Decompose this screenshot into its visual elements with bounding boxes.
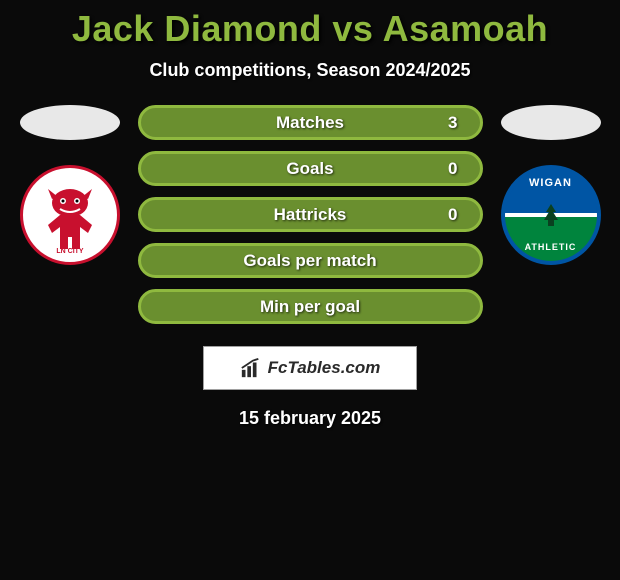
date-line: 15 february 2025 <box>0 408 620 429</box>
stat-right-value: 3 <box>448 113 457 133</box>
subtitle: Club competitions, Season 2024/2025 <box>0 60 620 81</box>
stat-right-value: 0 <box>448 159 457 179</box>
stat-label: Goals <box>286 159 333 179</box>
right-player-avatar <box>501 105 601 140</box>
stat-bar-hattricks: Hattricks 0 <box>138 197 483 232</box>
tree-icon <box>536 200 566 230</box>
page-title: Jack Diamond vs Asamoah <box>0 8 620 50</box>
main-row: LN CITY Matches 3 Goals 0 Hattricks 0 Go… <box>0 105 620 324</box>
stat-bar-min-per-goal: Min per goal <box>138 289 483 324</box>
club-top-text: WIGAN <box>505 177 597 189</box>
comparison-card: Jack Diamond vs Asamoah Club competition… <box>0 0 620 429</box>
left-player-avatar <box>20 105 120 140</box>
imp-icon: LN CITY <box>30 175 110 255</box>
stat-bar-goals: Goals 0 <box>138 151 483 186</box>
fctables-logo[interactable]: FcTables.com <box>203 346 417 390</box>
svg-text:LN CITY: LN CITY <box>56 248 84 255</box>
left-player-column: LN CITY <box>20 105 120 265</box>
stat-label: Goals per match <box>243 251 376 271</box>
stat-label: Hattricks <box>274 205 347 225</box>
stats-column: Matches 3 Goals 0 Hattricks 0 Goals per … <box>138 105 483 324</box>
club-bot-text: ATHLETIC <box>505 243 597 253</box>
stat-label: Min per goal <box>260 297 360 317</box>
stat-right-value: 0 <box>448 205 457 225</box>
right-player-column: WIGAN ATHLETIC <box>501 105 601 265</box>
chart-icon <box>240 357 262 379</box>
stat-bar-matches: Matches 3 <box>138 105 483 140</box>
stat-bar-goals-per-match: Goals per match <box>138 243 483 278</box>
left-club-badge: LN CITY <box>20 165 120 265</box>
right-club-badge: WIGAN ATHLETIC <box>501 165 601 265</box>
logo-text: FcTables.com <box>268 358 381 378</box>
stat-label: Matches <box>276 113 344 133</box>
